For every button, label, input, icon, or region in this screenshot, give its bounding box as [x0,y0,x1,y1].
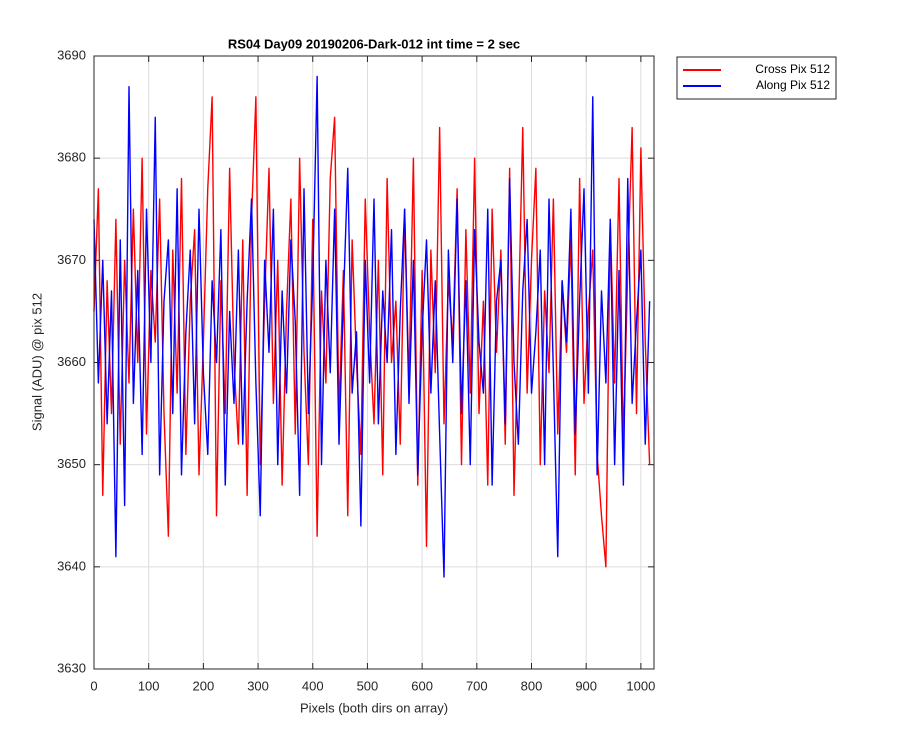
x-tick-label: 900 [575,678,597,693]
y-tick-label: 3680 [57,150,86,165]
data-line [93,75,651,578]
x-tick-label: 800 [521,678,543,693]
axes-box [93,55,655,670]
x-axis-label: Pixels (both dirs on array) [300,700,448,715]
x-tick-label: 200 [193,678,215,693]
data-line [93,96,651,568]
y-axis-label: Signal (ADU) @ pix 512 [29,293,44,431]
y-tick-label: 3690 [57,47,86,62]
y-tick-label: 3660 [57,354,86,369]
x-tick-label: 100 [138,678,160,693]
x-tick-label: 600 [411,678,433,693]
legend-box [676,56,837,100]
y-tick-label: 3670 [57,252,86,267]
y-tick-label: 3630 [57,660,86,675]
x-tick-label: 0 [90,678,97,693]
x-tick-label: 500 [357,678,379,693]
legend-label: Along Pix 512 [756,78,830,92]
x-tick-label: 400 [302,678,324,693]
legend-label: Cross Pix 512 [755,62,830,76]
x-tick-label: 300 [247,678,269,693]
y-tick-label: 3640 [57,558,86,573]
x-tick-label: 1000 [626,678,655,693]
chart-title: RS04 Day09 20190206-Dark-012 int time = … [228,36,520,51]
x-tick-label: 700 [466,678,488,693]
y-tick-label: 3650 [57,456,86,471]
